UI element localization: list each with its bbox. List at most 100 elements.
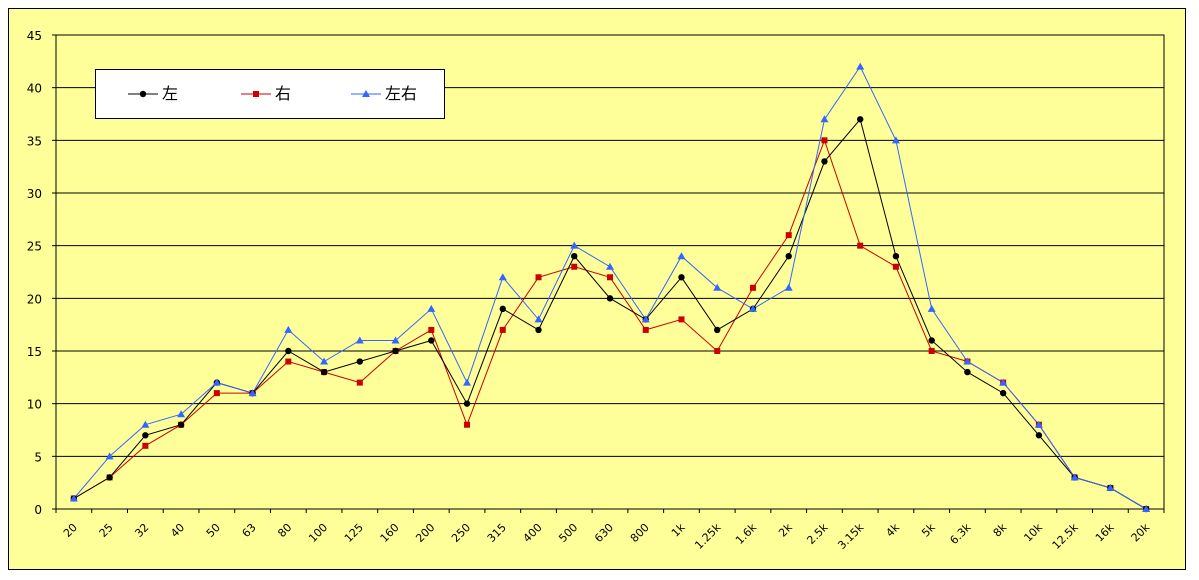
- data-point: [499, 326, 506, 333]
- data-point: [714, 326, 721, 334]
- data-point: [212, 378, 221, 386]
- x-tick-label: 3.15k: [835, 520, 866, 551]
- data-point: [142, 442, 149, 449]
- data-point: [356, 358, 364, 365]
- data-point: [535, 326, 542, 334]
- legend-swatch-both: [351, 90, 381, 97]
- data-point: [570, 241, 579, 249]
- x-tick-label: 20: [61, 521, 80, 540]
- data-point: [248, 389, 257, 397]
- data-point: [999, 378, 1008, 386]
- data-point: [1070, 473, 1079, 481]
- data-point: [320, 368, 328, 376]
- x-tick-label: 125: [342, 521, 366, 545]
- x-tick-label: 800: [628, 521, 652, 545]
- x-tick-label: 12.5k: [1050, 520, 1081, 551]
- data-point: [177, 410, 186, 418]
- data-point: [821, 158, 828, 165]
- legend-label-both: 左右: [385, 84, 418, 103]
- data-point: [856, 62, 865, 70]
- data-point: [142, 432, 149, 439]
- data-point: [392, 347, 399, 355]
- x-tick-label: 80: [275, 521, 294, 540]
- data-point: [285, 347, 292, 355]
- x-tick-label: 2.5k: [804, 520, 831, 547]
- y-axis: 0 5 10 15 20 25 30 35 40 45: [27, 29, 56, 517]
- data-point: [213, 390, 220, 397]
- data-point: [606, 262, 614, 270]
- data-point: [892, 263, 899, 270]
- data-point: [892, 253, 900, 260]
- y-tick-label: 5: [34, 450, 42, 464]
- data-point: [534, 315, 543, 323]
- x-tick-label: 25: [97, 521, 116, 540]
- data-point: [355, 336, 364, 344]
- x-tick-label: 6.3k: [947, 520, 974, 547]
- data-point: [177, 421, 185, 428]
- data-point: [607, 274, 613, 281]
- x-tick-label: 50: [204, 521, 223, 540]
- data-point: [1034, 420, 1043, 428]
- x-tick-label: 630: [592, 521, 616, 545]
- data-point: [641, 315, 650, 323]
- y-tick-label: 0: [34, 503, 42, 517]
- x-tick-label: 4k: [883, 520, 902, 539]
- data-point: [642, 326, 649, 333]
- data-point: [391, 336, 400, 344]
- x-tick-label: 1.6k: [733, 520, 760, 547]
- data-point: [464, 421, 471, 428]
- x-tick-label: 20k: [1129, 520, 1153, 544]
- data-point: [856, 116, 864, 123]
- y-tick-label: 25: [27, 240, 42, 254]
- x-tick-label: 8k: [991, 520, 1010, 539]
- x-tick-label: 16k: [1093, 520, 1117, 544]
- data-point: [571, 253, 578, 260]
- data-point: [999, 389, 1007, 397]
- data-point: [463, 378, 472, 386]
- legend-label-right: 右: [275, 84, 292, 103]
- y-tick-label: 20: [27, 292, 42, 306]
- data-point: [821, 137, 828, 144]
- data-point: [571, 263, 578, 270]
- data-point: [285, 358, 292, 365]
- data-point: [677, 252, 686, 260]
- data-point: [320, 357, 329, 365]
- y-tick-label: 45: [27, 29, 42, 43]
- data-point: [785, 232, 792, 239]
- data-point: [463, 400, 471, 407]
- data-point: [714, 348, 721, 354]
- x-tick-label: 63: [240, 521, 259, 540]
- data-point: [678, 316, 685, 323]
- x-tick-label: 1k: [669, 520, 688, 539]
- data-point: [606, 295, 614, 302]
- x-tick-label: 200: [413, 521, 437, 545]
- data-point: [678, 274, 685, 281]
- x-tick-label: 2k: [776, 520, 795, 539]
- x-tick-label: 250: [449, 521, 473, 545]
- x-tick-label: 400: [521, 521, 545, 545]
- legend-label-left: 左: [162, 84, 179, 103]
- data-point: [106, 474, 113, 481]
- data-point: [1035, 432, 1043, 439]
- x-tick-label: 315: [485, 521, 509, 545]
- x-tick-label: 1.25k: [692, 520, 723, 551]
- data-point: [1106, 483, 1115, 491]
- data-point: [964, 368, 971, 376]
- data-point: [105, 452, 114, 460]
- data-point: [1142, 505, 1151, 512]
- y-tick-label: 15: [27, 345, 42, 359]
- data-point: [857, 242, 864, 249]
- y-tick-label: 40: [27, 82, 42, 96]
- x-axis: 20 25 32 40 50 63 80 100 125 160 200 250 315 400 500 63…: [55, 509, 1165, 552]
- y-tick-label: 30: [27, 187, 42, 201]
- data-point: [749, 284, 756, 291]
- y-tick-label: 35: [27, 134, 42, 148]
- x-tick-label: 10k: [1021, 520, 1045, 544]
- x-tick-label: 160: [378, 521, 402, 545]
- data-point: [499, 305, 506, 313]
- data-point: [928, 348, 935, 354]
- data-point: [963, 357, 972, 365]
- data-point: [785, 253, 792, 260]
- x-tick-label: 32: [132, 521, 151, 540]
- series-markers: [69, 62, 1151, 513]
